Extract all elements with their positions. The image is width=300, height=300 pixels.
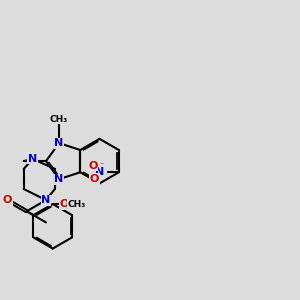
Text: ⁻: ⁻	[99, 160, 104, 169]
Text: CH₃: CH₃	[50, 115, 68, 124]
Text: N: N	[55, 138, 64, 148]
Text: CH₃: CH₃	[68, 200, 86, 208]
Text: O: O	[59, 199, 69, 209]
Text: O: O	[88, 160, 98, 171]
Text: N: N	[55, 174, 64, 184]
Text: N: N	[41, 195, 51, 205]
Text: N: N	[28, 154, 37, 164]
Text: O: O	[3, 195, 12, 205]
Text: O: O	[90, 174, 99, 184]
Text: N: N	[94, 167, 104, 177]
